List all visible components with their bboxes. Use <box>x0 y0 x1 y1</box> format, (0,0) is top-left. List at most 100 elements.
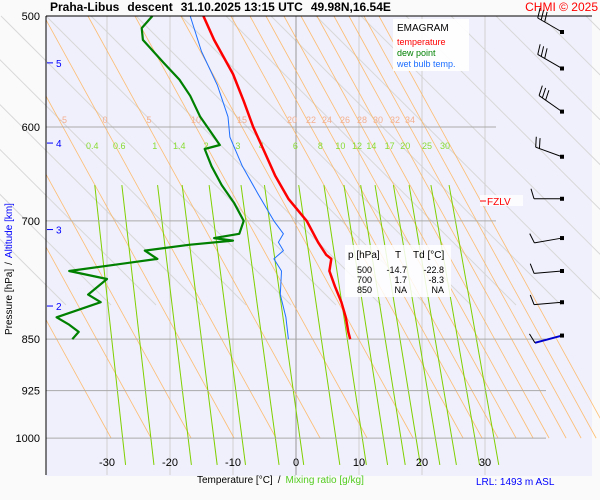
fzlv-box <box>480 195 523 206</box>
x-axis-label-mixing: Mixing ratio [g/kg] <box>285 475 364 486</box>
wind-barb <box>529 233 564 244</box>
y-axis-label: Pressure [hPa] / Altitude [km] <box>4 203 15 335</box>
wind-barb-staff <box>537 17 563 33</box>
wind-barb-staff <box>534 334 563 344</box>
x-axis-label-temperature: Temperature [°C] <box>197 475 273 486</box>
wind-barb-feather <box>530 188 535 199</box>
moist-adiabat-line <box>45 15 337 306</box>
altitude-tick-label: 4 <box>56 139 62 150</box>
wind-barb-feather <box>541 87 547 99</box>
title-mode: descent <box>127 0 172 14</box>
wind-barb-feather <box>529 233 535 244</box>
series-layer <box>55 15 352 340</box>
dry-adiabat-line <box>134 15 368 439</box>
mixing-ratio-label: 6 <box>293 141 298 151</box>
fzlv-label: FZLV <box>487 197 511 208</box>
wind-barb-feather <box>529 333 536 344</box>
moist-adiabat-line <box>90 15 382 306</box>
mixing-ratio-label: 25 <box>422 141 432 151</box>
dry-adiabat-line <box>300 15 534 439</box>
adiabat-label: 22 <box>306 115 316 125</box>
wind-barb-station <box>560 109 564 114</box>
mixing-ratio-line <box>392 184 441 466</box>
mixing-ratio-label: 2 <box>204 141 209 151</box>
dry-adiabat-line <box>363 15 597 439</box>
mixing-ratio-label: 1.4 <box>173 141 186 151</box>
table-cell: 850 <box>357 285 372 295</box>
wind-barb-staff <box>534 237 563 244</box>
dry-adiabat-line <box>45 95 235 439</box>
wind-barb-feather <box>529 294 535 305</box>
adiabat-label: 15 <box>237 115 247 125</box>
adiabat-label: 32 <box>390 115 400 125</box>
wet-bulb-line <box>189 15 289 340</box>
dry-adiabat-line <box>378 15 600 419</box>
title-datetime: 31.10.2025 13:15 UTC <box>181 0 303 14</box>
wind-barb-feather <box>544 48 548 59</box>
wind-barb-feather <box>529 263 535 274</box>
wind-barb-station <box>560 154 564 159</box>
mixing-ratio-label: 14 <box>366 141 376 151</box>
mixing-ratio-label: 17 <box>385 141 395 151</box>
mixing-ratio-line <box>343 185 389 466</box>
mixing-ratio-label: 30 <box>440 141 450 151</box>
y-axis-label-pressure: Pressure [hPa] <box>4 269 15 335</box>
x-tick-label: 10 <box>353 457 365 469</box>
wind-barb-station <box>560 196 564 201</box>
wind-barb <box>529 333 564 344</box>
adiabat-label: 24 <box>322 115 332 125</box>
wind-barb-feather <box>537 44 541 55</box>
wind-barb-station <box>560 236 564 241</box>
y-axis-label-altitude: Altitude [km] <box>4 203 15 258</box>
mixing-ratio-label: 0.4 <box>86 141 99 151</box>
table-cell: -22.8 <box>423 265 444 275</box>
adiabat-label: 26 <box>340 115 350 125</box>
y-tick-label: 700 <box>22 216 40 228</box>
moist-adiabat-line <box>270 15 562 306</box>
table-cell: 500 <box>357 265 372 275</box>
dry-adiabat-line <box>333 15 567 439</box>
wind-barb-station <box>560 300 564 305</box>
altitude-tick-label: 3 <box>56 226 62 237</box>
title-coords: 49.98N,16.54E <box>311 0 391 14</box>
table-header-td: Td [°C] <box>413 250 444 261</box>
wind-barb-feather <box>540 46 545 57</box>
x-tick-label: 30 <box>479 457 491 469</box>
adiabat-label: 30 <box>373 115 383 125</box>
dry-adiabat-line <box>249 15 483 439</box>
mixing-ratio-label: 20 <box>400 141 410 151</box>
dry-adiabat-line <box>87 15 321 439</box>
wind-barb <box>538 85 564 114</box>
table-cell: 700 <box>357 275 372 285</box>
lrl-label: LRL: 1493 m ASL <box>476 477 555 488</box>
adiabat-label: 10 <box>191 115 201 125</box>
dry-adiabat-line <box>45 19 277 439</box>
legend-box <box>393 19 469 71</box>
moist-adiabat-line <box>450 15 600 166</box>
chart-title: Praha-Libus descent 31.10.2025 13:15 UTC 49… <box>50 0 391 14</box>
mixing-ratio-line <box>448 184 500 466</box>
wind-barb-feather <box>538 138 541 149</box>
table-cell: NA <box>394 285 407 295</box>
adiabat-label: 28 <box>357 115 367 125</box>
moist-adiabat-line <box>495 15 600 121</box>
wind-barb <box>529 294 564 306</box>
wind-barb-feather <box>540 9 545 21</box>
adiabat-label: 34 <box>405 115 415 125</box>
x-axis-label-sep: / <box>278 475 281 486</box>
mixing-ratio-line <box>323 185 367 466</box>
table-cell: -14.7 <box>386 265 407 275</box>
wind-barb <box>535 136 564 159</box>
table-cell: -8.3 <box>428 275 444 285</box>
mixing-ratio-label: 8 <box>318 141 323 151</box>
mixing-ratio-line <box>263 185 305 466</box>
wind-barb-station <box>560 66 564 71</box>
y-tick-label: 850 <box>22 334 40 346</box>
mixing-ratio-label: 3 <box>235 141 240 151</box>
y-axis-label-sep: / <box>4 262 15 265</box>
wind-barb-station <box>560 333 564 338</box>
moist-adiabat-line <box>0 193 112 306</box>
mixing-ratio-label: 12 <box>352 141 362 151</box>
